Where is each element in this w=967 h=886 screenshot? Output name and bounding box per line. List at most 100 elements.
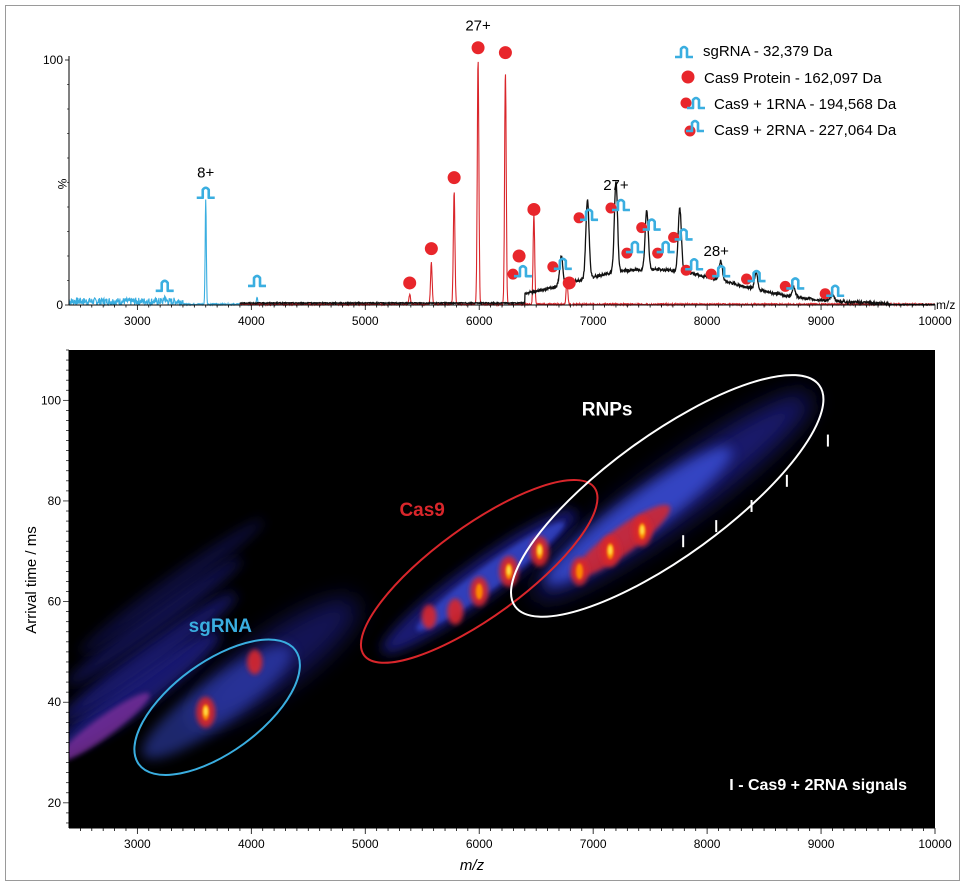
heat-streak-3 [69, 557, 243, 686]
ion-mobility-heatmap-panel: sgRNA Cas9 RNPs I - Cas9 + 2RNA signals … [23, 349, 952, 874]
spectrum-x-tick-9000: 9000 [808, 314, 835, 328]
heat-hotspot-8 [600, 535, 621, 567]
peak-marker-dot1-18 [741, 269, 766, 285]
annotation-8plus: 8+ [197, 165, 214, 182]
legend-item-cas9-1rna: Cas9 + 1RNA - 194,568 Da [680, 96, 897, 113]
peak-marker-dot-9 [512, 249, 526, 263]
figure-frame [5, 5, 960, 881]
spectrum-x-label: m/z [936, 298, 955, 312]
region-label-cas9: Cas9 [399, 500, 444, 521]
heat-hotspot-6 [530, 536, 550, 567]
legend-label-cas9-1rna: Cas9 + 1RNA - 194,568 Da [714, 96, 897, 113]
heatmap-y-tick-100: 100 [41, 393, 61, 407]
heatmap-y-tick-60: 60 [48, 595, 62, 609]
annotation-27plus-rnp: 27+ [603, 177, 629, 194]
peak-marker-rna-2 [248, 274, 267, 288]
spectrum-x-tick-7000: 7000 [580, 314, 607, 328]
peak-marker-dot2-23 [680, 257, 704, 276]
region-label-sgrna: sgRNA [189, 616, 253, 637]
peak-marker-dot1-16 [668, 228, 693, 243]
spectrum-x-tick-10000: 10000 [918, 314, 952, 328]
spectrum-peak-markers [155, 41, 845, 300]
spectrum-y-label: % [55, 179, 69, 190]
charge-state-annotations: 27+ 8+ 27+ 28+ [197, 18, 729, 260]
peak-marker-dot1-20 [819, 284, 845, 300]
dot-plus-one-rna-icon [680, 96, 705, 110]
legend-item-sgrna: sgRNA - 32,379 Da [675, 43, 833, 60]
peak-marker-dot1-15 [636, 218, 661, 234]
legend: sgRNA - 32,379 Da Cas9 Protein - 162,097… [675, 43, 897, 139]
heat-streak-2 [69, 592, 237, 722]
legend-label-sgrna: sgRNA - 32,379 Da [703, 43, 833, 60]
heatmap-x-tick-3000: 3000 [124, 837, 151, 851]
peak-marker-dot-4 [424, 242, 438, 256]
peak-marker-dot-6 [471, 41, 485, 55]
peak-marker-dot-7 [498, 46, 512, 60]
peak-marker-dot1-12 [547, 257, 572, 273]
peak-marker-dot1-19 [779, 277, 805, 292]
annotation-27plus-top: 27+ [465, 18, 491, 35]
heatmap-axes: 3000 4000 5000 6000 7000 8000 9000 10000 20 40 60 8… [41, 349, 952, 851]
spectrum-y-tick-100: 100 [43, 53, 63, 67]
spectrum-axes: 3000 4000 5000 6000 7000 8000 9000 10000 0 100 [43, 53, 952, 328]
peak-marker-dot1-14 [605, 198, 630, 214]
spectrum-trace-2 [239, 181, 936, 307]
peak-marker-dot-5 [447, 171, 461, 185]
cas9-2rna-tick-markers [682, 434, 829, 548]
heatmap-y-tick-40: 40 [48, 695, 62, 709]
heat-hotspot-9 [632, 515, 652, 547]
heatmap-x-tick-6000: 6000 [466, 837, 493, 851]
heatmap-intensity-layer [69, 392, 813, 762]
region-ellipse-sgrna [133, 638, 301, 776]
spectrum-y-tick-0: 0 [56, 298, 63, 312]
heat-hotspot-4 [470, 576, 489, 607]
heat-streak-4 [79, 519, 264, 654]
red-dot-icon [681, 70, 695, 84]
mass-spectrum-panel: 27+ 8+ 27+ 28+ 3000 4000 5000 6000 7000 8000 9… [43, 18, 955, 328]
annotation-28plus: 28+ [703, 243, 729, 260]
spectrum-x-tick-3000: 3000 [124, 314, 151, 328]
spectrum-x-tick-5000: 5000 [352, 314, 379, 328]
spectrum-x-tick-6000: 6000 [466, 314, 493, 328]
heat-hotspot-1 [247, 649, 263, 675]
peak-marker-dot1-13 [573, 208, 599, 224]
region-ellipse-rnps [510, 374, 825, 618]
peak-marker-dot1-11 [507, 264, 532, 280]
heatmap-y-label: Arrival time / ms [23, 526, 40, 634]
region-ellipse-cas9 [359, 479, 599, 664]
rna-icon [675, 45, 693, 59]
peak-marker-dot1-17 [705, 264, 731, 280]
heat-hotspot-7 [570, 557, 589, 586]
spectrum-x-tick-4000: 4000 [238, 314, 265, 328]
heat-hotspot-2 [421, 604, 437, 629]
heatmap-x-tick-5000: 5000 [352, 837, 379, 851]
heat-streak-5 [69, 692, 150, 762]
legend-item-cas9: Cas9 Protein - 162,097 Da [681, 70, 882, 87]
heatmap-x-tick-4000: 4000 [238, 837, 265, 851]
heatmap-x-tick-7000: 7000 [580, 837, 607, 851]
peak-marker-dot2-21 [621, 240, 644, 259]
heatmap-y-tick-80: 80 [48, 494, 62, 508]
peak-marker-dot-3 [403, 276, 417, 290]
heatmap-y-tick-20: 20 [48, 796, 62, 810]
dot-plus-two-rna-icon [684, 119, 704, 137]
spectrum-x-tick-8000: 8000 [694, 314, 721, 328]
heat-hotspot-0 [196, 696, 216, 728]
legend-item-cas9-2rna: Cas9 + 2RNA - 227,064 Da [684, 119, 897, 139]
heatmap-footnote: I - Cas9 + 2RNA signals [729, 777, 907, 794]
region-label-rnps: RNPs [582, 399, 633, 420]
spectrum-trace-0 [68, 199, 286, 307]
region-ellipses [133, 374, 825, 776]
heatmap-x-tick-10000: 10000 [918, 837, 952, 851]
peak-marker-dot-8 [527, 202, 541, 216]
heatmap-x-tick-8000: 8000 [694, 837, 721, 851]
peak-marker-rna-1 [196, 186, 215, 200]
heat-hotspot-3 [447, 598, 464, 625]
heatmap-x-label: m/z [460, 857, 485, 874]
peak-marker-dot-10 [562, 276, 576, 290]
peak-marker-dot2-22 [652, 240, 675, 259]
heatmap-x-tick-9000: 9000 [808, 837, 835, 851]
legend-label-cas9-2rna: Cas9 + 2RNA - 227,064 Da [714, 122, 897, 139]
